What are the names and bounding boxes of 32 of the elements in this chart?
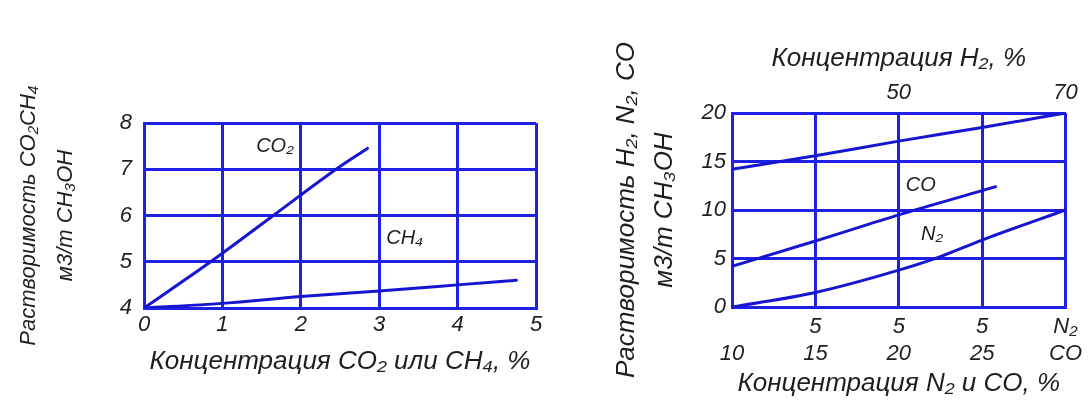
x-axis-title: Концентрация N₂ и CO, % [737, 366, 1061, 397]
x-tick-label: 4 [451, 311, 464, 337]
series-label: CH₄ [386, 226, 424, 249]
x-axis-title: Концентрация CO₂ или CH₄, % [149, 344, 531, 375]
y-tick-label: 5 [713, 244, 727, 270]
x2-tick-label: 70 [1053, 78, 1079, 104]
x2-axis-title: Концентрация H₂, % [771, 41, 1027, 72]
y-tick-label: 10 [701, 196, 727, 222]
x-tick-label: 0 [137, 311, 151, 337]
x-tick-label: CO [1049, 339, 1082, 365]
y-tick-label: 8 [119, 109, 133, 135]
y-tick-label: 20 [700, 99, 727, 125]
series-label: CO₂ [256, 133, 295, 156]
y-axis-title: Растворимость H₂, N₂, CO м3/т CH₃OH [610, 42, 679, 378]
series-label: N₂ [921, 221, 944, 244]
y-axis-title: Растворимость CO₂CH₄ м3/т CH₃OH [14, 85, 77, 346]
x-tick-label: 3 [373, 311, 387, 337]
y-tick-label: 15 [701, 147, 727, 173]
series-label: CO [905, 173, 936, 196]
x-tick-label: 1 [216, 311, 229, 337]
y-tick-label: 7 [119, 155, 133, 181]
x-tick-label: 5 [529, 311, 543, 337]
y-tick-label: 4 [119, 294, 132, 320]
x-tick-label: 20 [885, 339, 912, 365]
text: N₂ [1053, 313, 1079, 339]
y-tick-label: 0 [713, 293, 727, 319]
x2-tick-label: 50 [886, 78, 912, 104]
x-tick-label: 15 [803, 339, 829, 365]
x-tick-label: 2 [293, 311, 307, 337]
y-tick-label: 5 [119, 247, 133, 273]
x-tick-label: 25 [968, 339, 996, 365]
y-tick-label: 6 [119, 201, 133, 227]
